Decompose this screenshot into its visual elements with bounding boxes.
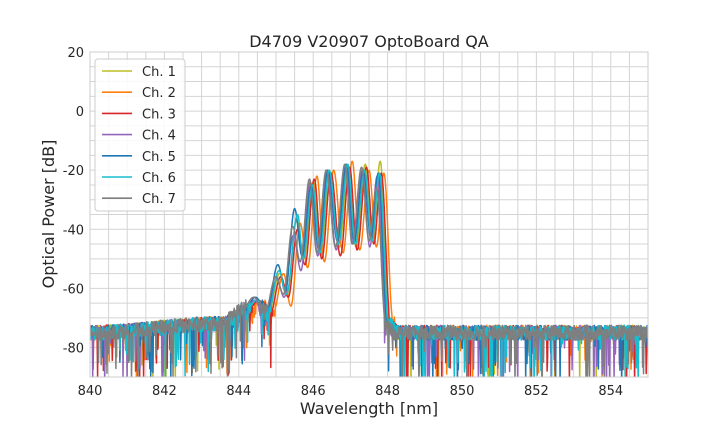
legend-box [94, 58, 186, 212]
y-tick-label: -20 [63, 164, 84, 179]
legend-label: Ch. 2 [142, 86, 176, 101]
legend-label: Ch. 4 [142, 129, 176, 144]
x-tick-label: 852 [524, 384, 549, 399]
x-tick-label: 842 [152, 384, 177, 399]
y-axis-label: Optical Power [dB] [39, 140, 58, 289]
legend: Ch. 1 Ch. 2 Ch. 3 Ch. 4 Ch. 5 Ch. 6 Ch. 7 [94, 58, 186, 212]
x-tick-label: 850 [450, 384, 475, 399]
legend-label: Ch. 7 [142, 192, 176, 207]
y-tick-label: 0 [76, 105, 84, 120]
legend-label: Ch. 3 [142, 107, 176, 122]
x-tick-label: 844 [226, 384, 251, 399]
y-tick-label: -60 [63, 282, 84, 297]
y-tick-label: -80 [63, 341, 84, 356]
x-tick-label: 848 [375, 384, 400, 399]
x-tick-label: 846 [301, 384, 326, 399]
legend-label: Ch. 1 [142, 65, 176, 80]
legend-label: Ch. 5 [142, 150, 176, 165]
legend-label: Ch. 6 [142, 171, 176, 186]
x-tick-label: 854 [598, 384, 623, 399]
x-tick-label: 840 [78, 384, 103, 399]
y-tick-label: 20 [67, 46, 84, 61]
x-tick-labels: 840 842 844 846 848 850 852 854 [78, 384, 624, 399]
y-tick-labels: 20 0 -20 -40 -60 -80 [63, 46, 84, 356]
plot-frame [89, 51, 649, 378]
chart-title: D4709 V20907 OptoBoard QA [249, 32, 489, 51]
series-line-ch-7 [90, 163, 648, 377]
series-lines [90, 160, 648, 377]
x-axis-label: Wavelength [nm] [300, 399, 438, 418]
y-tick-label: -40 [63, 223, 84, 238]
